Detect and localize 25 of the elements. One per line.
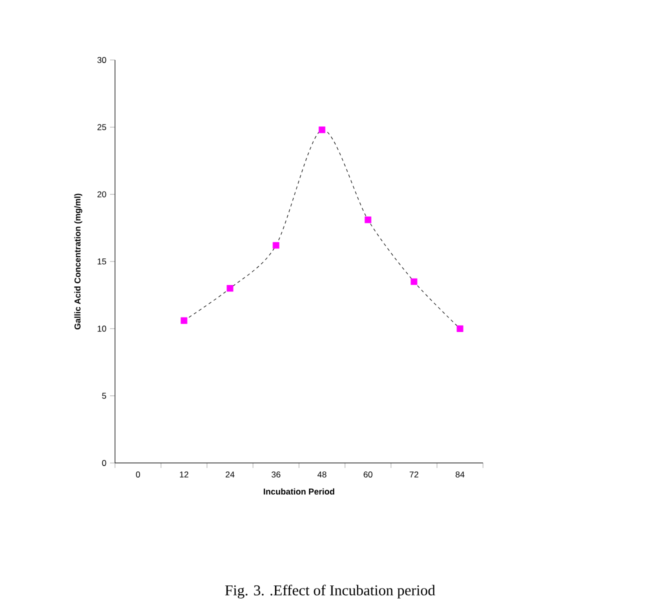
caption: Fig. 3. .Effect of Incubation period bbox=[225, 584, 436, 598]
y-tick-label: 5 bbox=[102, 392, 106, 399]
point bbox=[410, 278, 418, 285]
y-tick-label: 15 bbox=[98, 258, 106, 264]
y-tick-label: 30 bbox=[97, 56, 106, 63]
x-axis-title: Incubation Period bbox=[264, 488, 334, 495]
y-tick-label: 20 bbox=[97, 191, 106, 198]
point bbox=[364, 216, 372, 224]
x-tick-label: 24 bbox=[226, 472, 234, 478]
x-tick-label: 48 bbox=[317, 472, 326, 478]
point bbox=[272, 242, 280, 249]
x-tick-label: 84 bbox=[456, 472, 464, 478]
point bbox=[226, 285, 234, 292]
point bbox=[456, 325, 464, 332]
y-tick-label: 0 bbox=[102, 460, 106, 466]
y-tick-label: 10 bbox=[98, 326, 106, 332]
x-tick-label: 0 bbox=[136, 472, 140, 478]
x-tick-label: 36 bbox=[272, 472, 280, 478]
y-tick-label: 25 bbox=[97, 124, 106, 130]
x-tick-label: 72 bbox=[410, 472, 418, 478]
x-tick-label: 12 bbox=[180, 472, 188, 478]
x-tick-label: 60 bbox=[364, 472, 372, 478]
point bbox=[318, 126, 326, 134]
y-axis-title: Gallic Acid Concentration (mg/ml) bbox=[74, 194, 82, 330]
point bbox=[180, 317, 188, 324]
